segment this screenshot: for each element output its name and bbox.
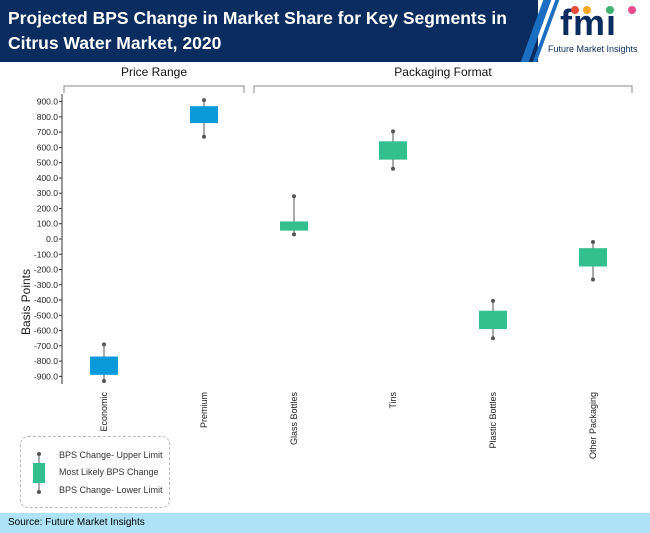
box-series-tins — [379, 129, 407, 171]
chart-title: Projected BPS Change in Market Share for… — [8, 8, 507, 53]
y-tick-label: 800.0 — [37, 112, 59, 122]
likely-range-box — [190, 106, 218, 123]
x-tick-label: Tins — [388, 392, 398, 409]
box-marks — [90, 98, 607, 383]
y-tick-label: 0.0 — [46, 234, 58, 244]
lower-limit-point — [202, 134, 206, 139]
box-series-plastic-bottles — [479, 298, 507, 341]
logo-subtitle: Future Market Insights — [548, 44, 638, 54]
box-series-premium — [190, 98, 218, 139]
y-tick-label: -100.0 — [34, 249, 58, 259]
legend-upper-label: BPS Change- Upper Limit — [59, 450, 163, 460]
box-series-economic — [90, 342, 118, 383]
lower-limit-point — [292, 232, 296, 237]
group-bracket — [63, 85, 245, 93]
upper-limit-point — [591, 240, 595, 245]
group-label: Packaging Format — [394, 65, 492, 79]
x-tick-label: Other Packaging — [588, 392, 598, 459]
x-tick-label: Plastic Bottles — [488, 392, 498, 449]
box-series-other-packaging — [579, 240, 607, 282]
x-tick-label: Economic — [99, 392, 109, 432]
y-tick-label: 400.0 — [37, 173, 59, 183]
upper-limit-point — [391, 129, 395, 134]
legend-box — [33, 463, 45, 483]
x-tick-labels: Economic Premium Glass Bottles Tins Plastic … — [99, 392, 598, 460]
y-tick-label: 300.0 — [37, 188, 59, 198]
upper-limit-point — [102, 342, 106, 347]
group-label: Price Range — [121, 65, 187, 79]
y-tick-label: -400.0 — [34, 295, 58, 305]
likely-range-box — [579, 248, 607, 267]
y-tick-label: -900.0 — [34, 371, 58, 381]
y-tick-label: 200.0 — [37, 203, 59, 213]
lower-limit-point — [591, 277, 595, 282]
y-tick-label: 100.0 — [37, 219, 59, 229]
logo-dot-icon — [571, 6, 579, 14]
legend-lower-dot — [37, 490, 41, 494]
y-tick-label: 700.0 — [37, 127, 59, 137]
box-series-glass-bottles — [280, 194, 308, 237]
y-tick-label: -600.0 — [34, 326, 58, 336]
lower-limit-point — [391, 166, 395, 171]
y-tick-label: 500.0 — [37, 158, 59, 168]
legend-swatch — [33, 452, 45, 494]
y-tick-label: -800.0 — [34, 356, 58, 366]
likely-range-box — [479, 310, 507, 330]
y-tick-label: -700.0 — [34, 341, 58, 351]
group-brackets: Price Range Packaging Format — [63, 65, 633, 93]
likely-range-box — [280, 221, 308, 231]
y-axis-label: Basis Points — [19, 269, 33, 335]
logo-dot-icon — [628, 6, 636, 14]
legend-likely-label: Most Likely BPS Change — [59, 467, 159, 477]
likely-range-box — [379, 141, 407, 160]
y-tick-label: 600.0 — [37, 142, 59, 152]
group-bracket — [253, 85, 633, 93]
x-tick-label: Premium — [199, 392, 209, 428]
likely-range-box — [90, 356, 118, 375]
upper-limit-point — [491, 298, 495, 303]
y-tick-label: 900.0 — [37, 97, 59, 107]
upper-limit-point — [202, 98, 206, 103]
footer-bar: Source: Future Market Insights — [0, 513, 650, 533]
lower-limit-point — [491, 336, 495, 341]
x-tick-label: Glass Bottles — [289, 392, 299, 446]
boxplot-chart: Price Range Packaging Format -900.0 -800.0… — [19, 65, 633, 460]
logo-dot-icon — [606, 6, 614, 14]
source-note: Source: Future Market Insights — [8, 517, 145, 528]
logo-dot-icon — [583, 6, 591, 14]
y-axis: -900.0 -800.0 -700.0 -600.0 -500.0 -400.0 -300… — [34, 94, 63, 384]
legend: BPS Change- Upper Limit Most Likely BPS … — [20, 436, 170, 508]
y-tick-label: -300.0 — [34, 280, 58, 290]
legend-lower-label: BPS Change- Lower Limit — [59, 485, 163, 495]
y-tick-label: -200.0 — [34, 265, 58, 275]
upper-limit-point — [292, 194, 296, 199]
legend-upper-dot — [37, 452, 41, 456]
y-tick-label: -500.0 — [34, 310, 58, 320]
lower-limit-point — [102, 378, 106, 383]
